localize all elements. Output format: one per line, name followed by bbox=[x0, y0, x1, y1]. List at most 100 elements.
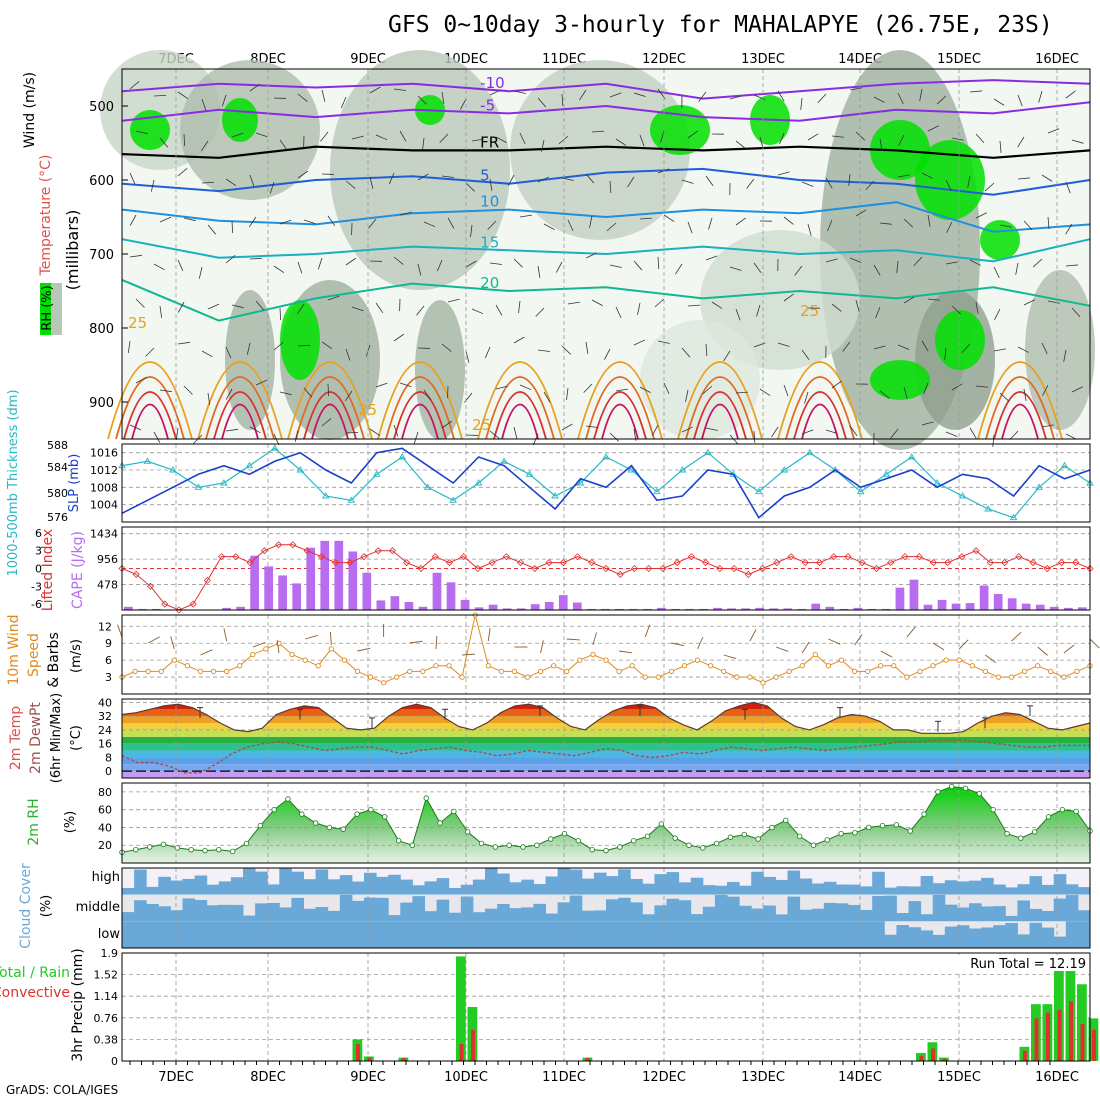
rh-marker bbox=[258, 823, 263, 828]
rh-marker bbox=[479, 841, 484, 846]
cape-bar bbox=[938, 600, 947, 610]
temperature-band bbox=[122, 702, 1090, 709]
cloud-cover-cell bbox=[255, 872, 268, 895]
cloud-cover-cell bbox=[1005, 887, 1018, 894]
cloud-cover-cell bbox=[642, 884, 655, 895]
wind-speed-marker bbox=[682, 664, 686, 668]
wind-barb-10m bbox=[802, 642, 809, 653]
convective-precip-bar bbox=[1069, 1001, 1073, 1061]
thickness-tick-label: 584 bbox=[47, 461, 68, 474]
cloud-cover-cell bbox=[158, 906, 171, 921]
temp-tick-label: 24 bbox=[98, 724, 112, 737]
cloud-cover-cell bbox=[533, 921, 546, 948]
wind-barb-10m bbox=[436, 636, 437, 649]
cloud-cover-cell bbox=[1066, 921, 1079, 948]
cloud-cover-cell bbox=[1066, 895, 1079, 921]
wind-tick-label: 12 bbox=[98, 620, 112, 633]
cloud-cover-cell bbox=[715, 886, 728, 895]
rh-marker bbox=[244, 841, 249, 846]
wind-speed-marker bbox=[630, 664, 634, 668]
pressure-tick-label: 700 bbox=[89, 248, 114, 263]
cloud-cover-cell bbox=[981, 927, 994, 948]
legend-convective: Convective bbox=[0, 985, 70, 1001]
convective-precip-bar bbox=[1092, 1030, 1096, 1061]
cloud-cover-cell bbox=[340, 921, 353, 948]
cloud-cover-cell bbox=[497, 874, 510, 895]
wind-speed-marker bbox=[735, 675, 739, 679]
cloud-cover-cell bbox=[570, 896, 583, 922]
cloud-cover-cell bbox=[231, 877, 244, 894]
cloud-cover-cell bbox=[316, 921, 329, 948]
wind-speed-marker bbox=[434, 664, 438, 668]
cloud-cover-cell bbox=[546, 921, 559, 948]
cloud-cover-cell bbox=[1017, 900, 1030, 921]
wind-speed-marker bbox=[656, 675, 660, 679]
rh-marker bbox=[963, 786, 968, 791]
rh-marker bbox=[299, 812, 304, 817]
cloud-cover-cell bbox=[896, 925, 909, 948]
rh-marker bbox=[949, 784, 954, 789]
ylabel-millibars: (millibars) bbox=[63, 210, 82, 291]
wind-speed-marker bbox=[865, 669, 869, 673]
thickness-tick-label: 576 bbox=[47, 511, 68, 524]
cloud-cover-cell bbox=[146, 904, 159, 921]
rh-marker bbox=[908, 829, 913, 834]
wind-barb-10m bbox=[567, 639, 580, 640]
temperature-band bbox=[122, 751, 1090, 758]
cloud-cover-cell bbox=[122, 912, 135, 921]
cape-tick-label: 478 bbox=[97, 579, 118, 592]
wind-barb-10m bbox=[462, 654, 475, 655]
rh-marker bbox=[217, 847, 222, 852]
date-label-bottom: 11DEC bbox=[542, 1070, 586, 1085]
cape-bar bbox=[433, 573, 442, 610]
precip-tick-label: 0 bbox=[111, 1055, 118, 1068]
cloud-cover-cell bbox=[594, 873, 607, 895]
saturated-layer bbox=[870, 360, 930, 400]
rh-marker bbox=[645, 834, 650, 839]
convective-precip-bar bbox=[471, 1030, 475, 1061]
cloud-cover-cell bbox=[860, 910, 873, 921]
temperature-band bbox=[122, 744, 1090, 751]
cloud-cover-cell bbox=[1030, 923, 1043, 948]
wind-speed-marker bbox=[1049, 669, 1053, 673]
cape-bar bbox=[377, 600, 386, 610]
isotherm-label: 5 bbox=[480, 167, 490, 185]
cloud-cover-cell bbox=[884, 935, 897, 948]
cloud-cover-cell bbox=[134, 870, 147, 895]
rh-marker bbox=[286, 797, 291, 802]
legend-total-rain: Total / Rain bbox=[0, 965, 70, 981]
cloud-cover-cell bbox=[836, 903, 849, 921]
wind-speed-marker bbox=[1009, 675, 1013, 679]
cloud-cover-cell bbox=[146, 921, 159, 948]
rh-marker bbox=[728, 835, 733, 840]
wind-speed-marker bbox=[722, 669, 726, 673]
cloud-cover-cell bbox=[582, 879, 595, 895]
wind-barb-10m bbox=[1012, 632, 1022, 641]
saturated-layer bbox=[222, 98, 258, 142]
cloud-cover-cell bbox=[1066, 884, 1079, 894]
rh-marker bbox=[1046, 814, 1051, 819]
wind-speed-marker bbox=[905, 675, 909, 679]
rh-marker bbox=[161, 842, 166, 847]
cloud-cover-cell bbox=[243, 869, 256, 895]
cloud-cover-cell bbox=[763, 877, 776, 895]
wind-speed-marker bbox=[198, 669, 202, 673]
convective-precip-bar bbox=[1023, 1051, 1027, 1061]
cape-bar bbox=[1022, 604, 1031, 610]
rh-marker bbox=[590, 847, 595, 852]
ylabel-cape: CAPE (J/kg) bbox=[70, 531, 86, 609]
rh-marker bbox=[936, 790, 941, 795]
cloud-cover-cell bbox=[376, 921, 389, 948]
cloud-cover-cell bbox=[679, 921, 692, 948]
cloud-cover-cell bbox=[812, 884, 825, 895]
cloud-cover-cell bbox=[884, 888, 897, 895]
rh-marker bbox=[1060, 807, 1065, 812]
rh-marker bbox=[673, 836, 678, 841]
cloud-cover-cell bbox=[896, 886, 909, 894]
cloud-cover-cell bbox=[1042, 885, 1055, 895]
saturated-layer bbox=[280, 300, 320, 380]
cloud-cover-cell bbox=[158, 921, 171, 948]
cloud-cover-cell bbox=[243, 921, 256, 948]
cloud-cover-cell bbox=[860, 886, 873, 894]
ylabel-rh-units: (%) bbox=[63, 811, 78, 834]
